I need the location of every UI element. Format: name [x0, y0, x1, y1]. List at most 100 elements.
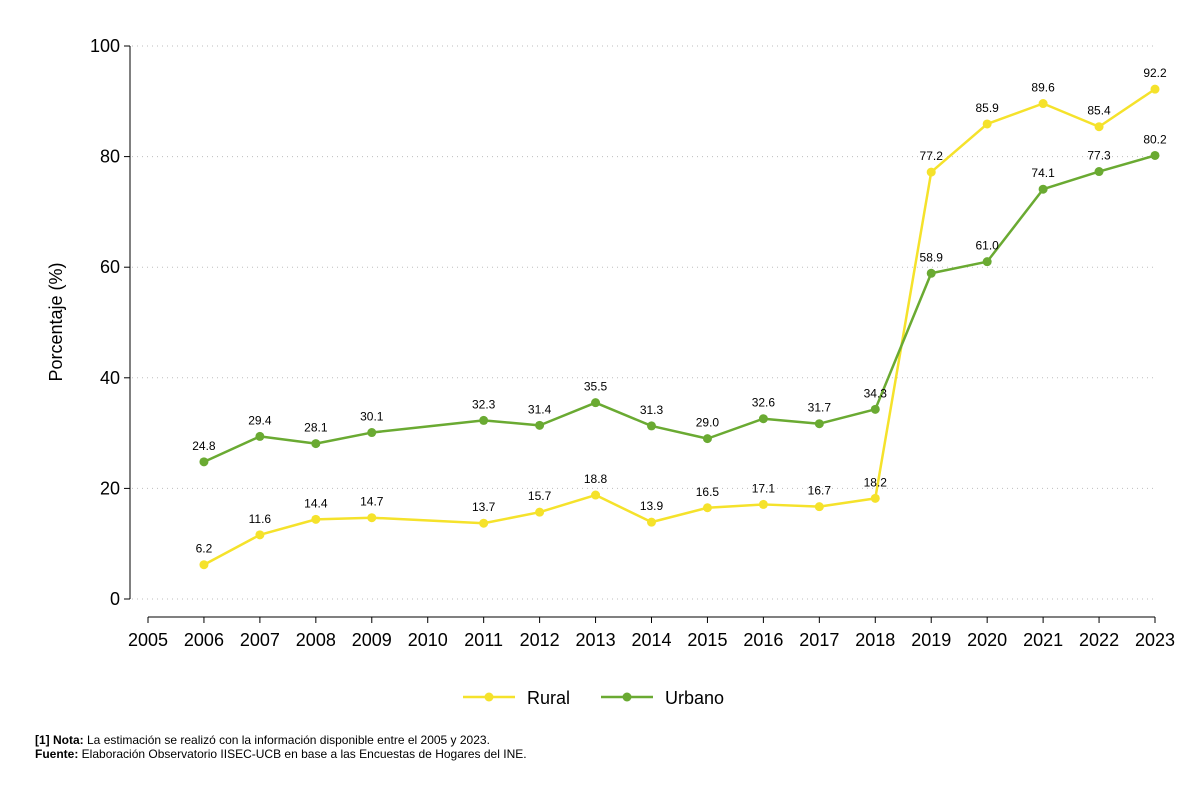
line-chart: 0 20 40 60 80 100 2005 2006 2007 2008 2009 2010 201… — [46, 36, 1175, 708]
data-point-urbano — [367, 428, 377, 438]
x-axis: 2005 2006 2007 2008 2009 2010 2011 2012 2013 2014… — [128, 616, 1175, 650]
data-point-rural — [199, 560, 209, 570]
x-tick-label: 2022 — [1079, 630, 1119, 650]
data-point-urbano — [982, 257, 992, 267]
x-tick-label: 2010 — [408, 630, 448, 650]
x-tick-label: 2008 — [296, 630, 336, 650]
data-label-rural: 13.9 — [640, 499, 664, 513]
source-text: Fuente: Elaboración Observatorio IISEC-U… — [35, 747, 527, 761]
data-point-rural — [758, 499, 768, 509]
data-label-urbano: 29.4 — [248, 413, 272, 427]
legend-label-urbano: Urbano — [665, 688, 724, 708]
legend-item-urbano: Urbano — [601, 688, 724, 708]
x-tick-label: 2020 — [967, 630, 1007, 650]
data-point-urbano — [1094, 167, 1104, 177]
data-point-rural — [1150, 84, 1160, 94]
data-point-urbano — [926, 268, 936, 278]
data-label-urbano: 80.2 — [1143, 132, 1167, 146]
data-label-urbano: 61.0 — [975, 239, 999, 253]
data-point-urbano — [1038, 184, 1048, 194]
data-label-urbano: 30.1 — [360, 410, 384, 424]
data-label-urbano: 77.3 — [1087, 149, 1111, 163]
source-label: Fuente: — [35, 747, 79, 761]
x-tick-label: 2016 — [743, 630, 783, 650]
data-point-rural — [870, 493, 880, 503]
data-point-urbano — [647, 421, 656, 431]
data-point-urbano — [479, 415, 489, 425]
data-label-urbano: 58.9 — [920, 250, 944, 264]
x-tick-label: 2014 — [631, 630, 671, 650]
data-label-urbano: 24.8 — [192, 439, 216, 453]
data-point-rural — [647, 517, 656, 527]
data-label-urbano: 32.6 — [752, 396, 776, 410]
legend-marker-rural — [484, 692, 494, 702]
data-point-rural — [591, 490, 601, 500]
data-point-urbano — [199, 457, 209, 467]
x-tick-label: 2015 — [687, 630, 727, 650]
note-body: La estimación se realizó con la informac… — [83, 733, 490, 747]
data-label-rural: 6.2 — [196, 542, 213, 556]
data-point-urbano — [1150, 150, 1160, 160]
data-label-urbano: 29.0 — [696, 416, 720, 430]
series-line-urbano — [203, 154, 1156, 463]
note-label: [1] Nota: — [35, 733, 84, 747]
data-label-rural: 11.6 — [249, 512, 272, 526]
source-body: Elaboración Observatorio IISEC-UCB en ba… — [78, 747, 527, 761]
y-tick-label: 40 — [100, 368, 120, 388]
data-point-urbano — [702, 434, 712, 444]
grid-lines — [132, 45, 1155, 600]
data-label-rural: 14.4 — [304, 496, 328, 510]
data-point-urbano — [758, 414, 768, 424]
data-label-rural: 15.7 — [528, 489, 552, 503]
y-tick-label: 0 — [110, 589, 120, 609]
y-tick-label: 60 — [100, 257, 120, 277]
data-label-rural: 89.6 — [1031, 81, 1055, 95]
data-label-urbano: 74.1 — [1031, 166, 1055, 180]
y-tick-label: 100 — [90, 36, 120, 56]
data-label-rural: 18.2 — [864, 475, 888, 489]
data-point-rural — [702, 503, 712, 513]
data-label-rural: 16.7 — [808, 484, 832, 498]
data-point-rural — [311, 514, 321, 524]
legend: Rural Urbano — [463, 688, 724, 708]
data-label-rural: 14.7 — [360, 495, 384, 509]
data-label-rural: 85.9 — [975, 101, 999, 115]
data-point-urbano — [311, 439, 321, 449]
y-axis-label: Porcentaje (%) — [46, 262, 66, 381]
x-tick-label: 2018 — [855, 630, 895, 650]
x-tick-label: 2009 — [352, 630, 392, 650]
data-label-rural: 92.2 — [1143, 66, 1167, 80]
x-tick-label: 2012 — [520, 630, 560, 650]
x-tick-label: 2021 — [1023, 630, 1063, 650]
x-tick-label: 2006 — [184, 630, 224, 650]
y-tick-label: 80 — [100, 147, 120, 167]
data-label-rural: 85.4 — [1087, 104, 1111, 118]
data-label-urbano: 34.3 — [864, 386, 888, 400]
data-label-urbano: 35.5 — [584, 380, 608, 394]
data-label-urbano: 28.1 — [304, 421, 328, 435]
series-rural: 6.2 11.6 14.4 14.7 13.7 15.7 18.8 13.9 16.5 17.1 1… — [196, 66, 1167, 570]
series-urbano: 24.8 29.4 28.1 30.1 32.3 31.4 35.5 31.3 29.0 32.6… — [192, 132, 1167, 467]
x-tick-label: 2013 — [576, 630, 616, 650]
data-label-urbano: 32.3 — [472, 397, 496, 411]
data-point-rural — [982, 119, 992, 129]
series-line-rural — [203, 88, 1156, 566]
data-label-urbano: 31.4 — [528, 402, 552, 416]
data-point-urbano — [535, 420, 545, 430]
data-point-urbano — [591, 398, 601, 408]
x-tick-label: 2023 — [1135, 630, 1175, 650]
x-tick-label: 2017 — [799, 630, 839, 650]
series-group: 6.2 11.6 14.4 14.7 13.7 15.7 18.8 13.9 16.5 17.1 1… — [192, 66, 1167, 570]
data-label-urbano: 31.3 — [640, 403, 664, 417]
data-point-rural — [255, 530, 265, 540]
y-tick-label: 20 — [100, 478, 120, 498]
legend-marker-urbano — [622, 692, 632, 702]
data-point-rural — [367, 513, 377, 523]
y-axis: 0 20 40 60 80 100 — [90, 36, 131, 609]
data-point-urbano — [255, 431, 265, 441]
x-tick-label: 2007 — [240, 630, 280, 650]
data-label-rural: 18.8 — [584, 472, 608, 486]
data-label-urbano: 31.7 — [808, 401, 832, 415]
data-point-rural — [1038, 99, 1048, 109]
x-tick-label: 2019 — [911, 630, 951, 650]
